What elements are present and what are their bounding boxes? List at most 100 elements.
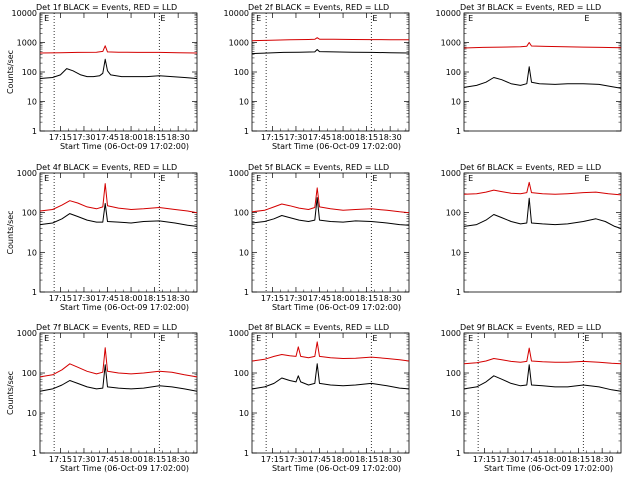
series-lld-line xyxy=(251,341,410,362)
x-tick-label: 17:30 xyxy=(72,455,95,464)
series-lld-line xyxy=(463,42,622,49)
x-tick-label: 17:30 xyxy=(284,133,307,142)
y-tick-label: 1 xyxy=(244,288,249,297)
panel-det-1: Det 1f BLACK = Events, RED = LLD 1 10 100 10… xyxy=(6,3,198,151)
x-axis-label: Start Time (06-Oct-09 17:02:00) xyxy=(60,464,189,473)
series-lld-line xyxy=(251,187,410,214)
y-axis-label: Counts/sec xyxy=(6,371,15,415)
x-tick-label: 18:15 xyxy=(143,294,166,303)
x-tick-label: 18:00 xyxy=(120,294,143,303)
panel-det-3: Det 3f BLACK = Events, RED = LLD 1 10 100 10… xyxy=(436,3,622,136)
y-tick-label: 10 xyxy=(27,98,37,107)
plot-frame xyxy=(463,332,622,454)
series-lld-line xyxy=(463,181,622,196)
y-tick-label: 1000 xyxy=(229,169,249,178)
y-tick-label: 100 xyxy=(446,68,461,77)
x-tick-label: 18:15 xyxy=(355,294,378,303)
panel-title: Det 4f BLACK = Events, RED = LLD xyxy=(36,163,177,172)
y-tick-label: 1 xyxy=(32,127,37,136)
panel-title: Det 5f BLACK = Events, RED = LLD xyxy=(248,163,389,172)
x-axis-label: Start Time (06-Oct-09 17:02:00) xyxy=(272,303,401,312)
panel-det-2: Det 2f BLACK = Events, RED = LLD 1 10 100 10… xyxy=(224,3,410,151)
panel-title: Det 1f BLACK = Events, RED = LLD xyxy=(36,3,177,12)
y-tick-label: 100 xyxy=(234,209,249,218)
series-events-line xyxy=(251,49,410,55)
y-tick-label: 1 xyxy=(244,449,249,458)
x-tick-label: 17:15 xyxy=(473,455,496,464)
x-tick-label: 17:45 xyxy=(308,133,331,142)
panel-title: Det 3f BLACK = Events, RED = LLD xyxy=(460,3,601,12)
y-tick-label: 1 xyxy=(32,449,37,458)
x-tick-label: 17:30 xyxy=(72,133,95,142)
x-tick-label: 17:15 xyxy=(261,455,284,464)
plot-frame xyxy=(251,172,410,293)
interval-marker: E xyxy=(584,14,589,23)
x-tick-label: 18:00 xyxy=(120,455,143,464)
series-lld-line xyxy=(463,347,622,365)
x-tick-label: 18:15 xyxy=(143,455,166,464)
y-tick-label: 100 xyxy=(446,209,461,218)
panel-title: Det 7f BLACK = Events, RED = LLD xyxy=(36,323,177,332)
y-tick-label: 100 xyxy=(234,68,249,77)
x-tick-label: 17:45 xyxy=(96,455,119,464)
y-tick-label: 1000 xyxy=(229,39,249,48)
x-tick-label: 18:00 xyxy=(332,455,355,464)
y-tick-label: 10 xyxy=(451,248,461,257)
series-events-line xyxy=(463,197,622,229)
y-tick-label: 10 xyxy=(239,98,249,107)
y-tick-label: 10 xyxy=(239,248,249,257)
y-axis-label: Counts/sec xyxy=(6,50,15,94)
y-tick-label: 10000 xyxy=(436,9,461,18)
y-tick-label: 10000 xyxy=(224,9,249,18)
y-tick-label: 100 xyxy=(446,369,461,378)
interval-marker: E xyxy=(372,334,377,343)
y-tick-label: 1 xyxy=(456,288,461,297)
interval-marker: E xyxy=(468,174,473,183)
plot-frame xyxy=(463,12,622,132)
plot-frame xyxy=(39,332,198,454)
y-axis-label: Counts/sec xyxy=(6,210,15,254)
x-tick-label: 18:15 xyxy=(355,455,378,464)
x-axis-label: Start Time (06-Oct-09 17:02:00) xyxy=(60,303,189,312)
y-tick-label: 10 xyxy=(451,98,461,107)
interval-marker: E xyxy=(44,14,49,23)
y-tick-label: 1 xyxy=(244,127,249,136)
plot-frame xyxy=(463,172,622,293)
x-tick-label: 18:15 xyxy=(567,455,590,464)
x-tick-label: 18:30 xyxy=(379,133,402,142)
x-tick-label: 18:30 xyxy=(379,294,402,303)
x-tick-label: 17:45 xyxy=(96,133,119,142)
y-tick-label: 100 xyxy=(22,209,37,218)
y-tick-label: 1000 xyxy=(17,329,37,338)
y-tick-label: 10000 xyxy=(12,9,37,18)
x-tick-label: 18:15 xyxy=(143,133,166,142)
series-events-line xyxy=(251,363,410,390)
y-tick-label: 1000 xyxy=(441,39,461,48)
series-lld-line xyxy=(39,45,198,54)
x-tick-label: 17:30 xyxy=(284,294,307,303)
x-axis-label: Start Time (06-Oct-09 17:02:00) xyxy=(60,142,189,151)
interval-marker: E xyxy=(584,334,589,343)
y-tick-label: 10 xyxy=(27,409,37,418)
interval-marker: E xyxy=(44,174,49,183)
series-events-line xyxy=(39,364,198,392)
x-tick-label: 17:30 xyxy=(72,294,95,303)
interval-marker: E xyxy=(44,334,49,343)
x-tick-label: 18:00 xyxy=(332,133,355,142)
interval-marker: E xyxy=(584,174,589,183)
x-tick-label: 18:00 xyxy=(544,455,567,464)
interval-marker: E xyxy=(256,174,261,183)
series-events-line xyxy=(39,58,198,79)
x-tick-label: 17:15 xyxy=(49,133,72,142)
x-axis-label: Start Time (06-Oct-09 17:02:00) xyxy=(272,142,401,151)
panel-det-4: Det 4f BLACK = Events, RED = LLD 1 10 100 10… xyxy=(6,163,198,312)
y-tick-label: 100 xyxy=(22,369,37,378)
plot-frame xyxy=(251,12,410,132)
x-tick-label: 18:15 xyxy=(355,133,378,142)
x-tick-label: 17:45 xyxy=(308,455,331,464)
y-tick-label: 1000 xyxy=(441,329,461,338)
series-lld-line xyxy=(39,347,198,378)
y-tick-label: 1000 xyxy=(17,39,37,48)
y-tick-label: 1000 xyxy=(441,169,461,178)
